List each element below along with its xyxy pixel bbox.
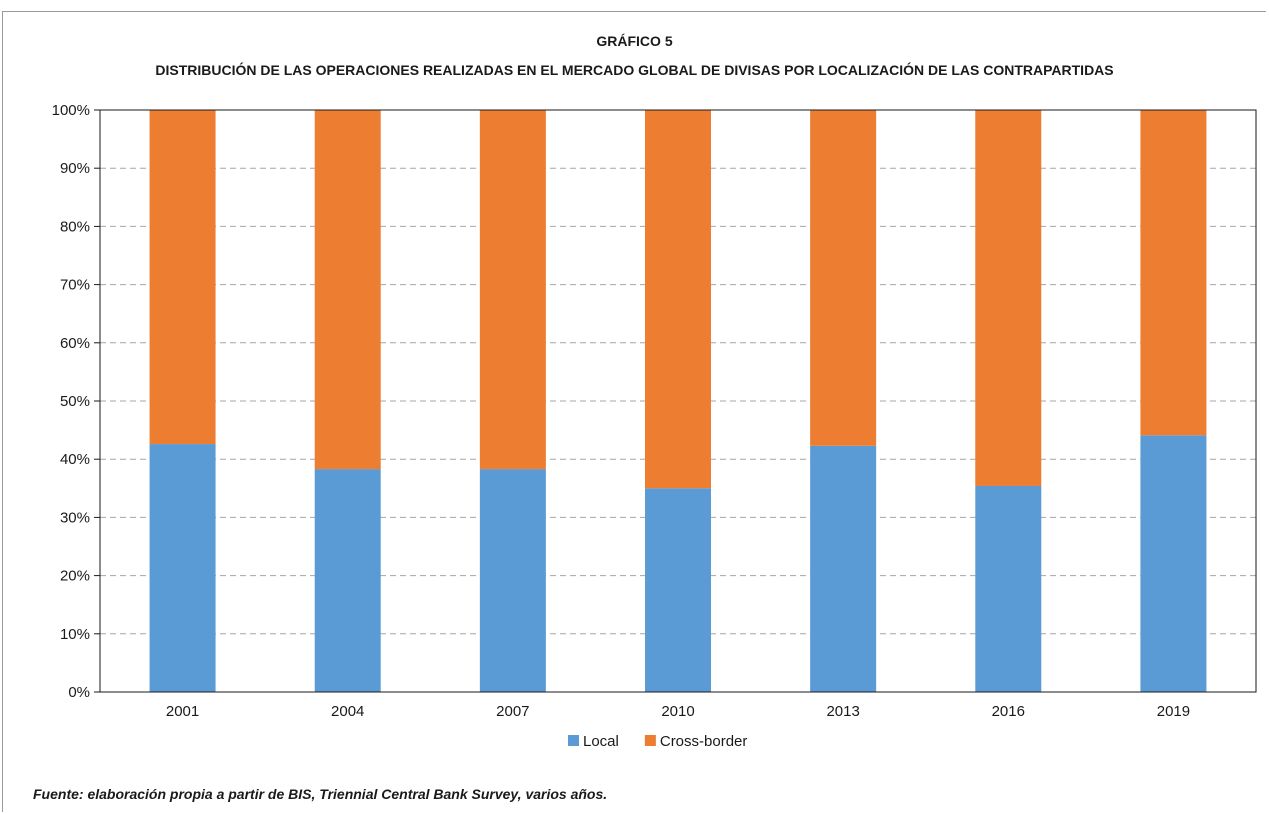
bar-local-2016 [975,485,1042,692]
x-tick-label: 2016 [992,703,1025,720]
bar-cross-border-2004 [314,110,381,470]
bar-local-2004 [314,469,381,692]
y-tick-label: 20% [60,568,90,585]
bar-local-2001 [149,444,216,692]
y-tick-label: 10% [60,626,90,643]
bar-local-2013 [810,445,877,692]
y-tick-label: 0% [68,684,90,701]
y-tick-label: 40% [60,451,90,468]
chart-title: GRÁFICO 5 [596,33,673,49]
bar-local-2007 [479,469,546,692]
source-note: Fuente: elaboración propia a partir de B… [33,786,608,802]
y-tick-label: 30% [60,509,90,526]
bar-cross-border-2016 [975,110,1042,486]
legend-label-cross-border: Cross-border [660,733,748,750]
x-tick-label: 2019 [1157,703,1190,720]
y-tick-label: 90% [60,160,90,177]
y-tick-label: 50% [60,393,90,410]
bar-cross-border-2019 [1140,110,1207,436]
legend-label-local: Local [583,733,619,750]
x-tick-label: 2004 [331,703,364,720]
y-tick-label: 80% [60,218,90,235]
legend-swatch-local [568,735,579,746]
plot-area-border [99,109,1257,693]
bar-local-2010 [645,488,711,692]
x-tick-label: 2013 [826,703,859,720]
chart-frame [2,11,1266,812]
x-tick-label: 2010 [661,703,694,720]
y-tick-label: 100% [52,102,90,119]
bar-cross-border-2010 [645,110,711,489]
x-tick-label: 2007 [496,703,529,720]
legend-swatch-cross-border [644,735,656,746]
x-tick-label: 2001 [166,703,199,720]
bar-cross-border-2001 [149,110,216,445]
bar-cross-border-2007 [479,110,546,470]
bar-cross-border-2013 [810,110,877,446]
y-tick-label: 70% [60,277,90,294]
y-tick-label: 60% [60,335,90,352]
chart-subtitle: DISTRIBUCIÓN DE LAS OPERACIONES REALIZAD… [155,62,1114,78]
bar-local-2019 [1140,435,1207,692]
